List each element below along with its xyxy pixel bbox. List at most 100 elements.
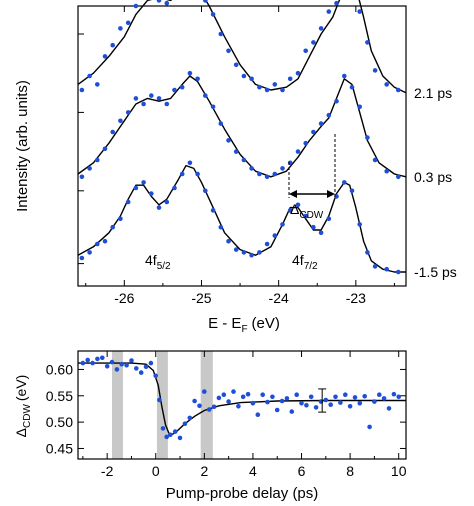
gap-data-point <box>250 400 256 406</box>
gap-y-tick-label: 0.60 <box>46 361 73 377</box>
spectra-data-point <box>241 250 247 255</box>
spectra-data-point <box>272 233 278 238</box>
spectra-data-point <box>249 76 254 82</box>
gap-x-tick-label: 0 <box>152 463 160 479</box>
peak-label-4f52: 4f5/2 <box>145 252 171 272</box>
spectra-data-point <box>133 3 139 9</box>
spectra-data-point <box>372 68 378 73</box>
gap-data-point <box>347 404 353 409</box>
gap-data-point <box>274 407 280 413</box>
spectra-x-tick-label: -24 <box>269 290 289 306</box>
gap-data-point <box>396 394 402 400</box>
spectra-data-point <box>241 157 247 163</box>
gap-data-point <box>202 389 207 394</box>
spectra-data-point <box>118 26 123 31</box>
gap-data-point <box>338 400 343 405</box>
spectra-data-point <box>118 118 123 124</box>
spectra-data-point <box>303 48 309 54</box>
spectra-data-point <box>79 87 85 93</box>
gap-data-point <box>85 357 90 363</box>
spectra-data-point <box>384 168 390 174</box>
spectra-data-point <box>133 96 139 101</box>
gap-data-point <box>206 407 212 412</box>
spectra-x-tick-label: -23 <box>346 290 366 306</box>
gap-data-point <box>109 359 115 365</box>
spectra-data-point <box>118 216 123 222</box>
shaded-delay-region <box>112 351 123 459</box>
spectra-data-point <box>79 255 85 261</box>
spectra-data-point <box>326 112 332 118</box>
pump-probe-shaded-regions <box>112 351 213 459</box>
spectra-data-point <box>311 40 316 45</box>
spectra-data-point <box>172 87 177 93</box>
spectra-data-point <box>133 185 139 191</box>
spectra-data-point <box>233 247 239 252</box>
spectra-data-point <box>102 54 108 59</box>
spectra-data-point <box>272 171 278 177</box>
spectra-panel: -26 -25 -24 -23 2.1 ps 0.3 ps -1.5 ps Intensi… <box>14 0 457 335</box>
spectra-data-point <box>287 76 293 82</box>
spectra-data-point <box>357 104 363 110</box>
gap-data-point <box>80 360 86 366</box>
spectra-data-point <box>233 62 239 68</box>
gap-data-point <box>245 391 251 397</box>
spectra-series-label: 0.3 ps <box>414 169 452 185</box>
gap-panel: -2 0 2 4 6 8 10 0.45 0.50 0.55 0.60 Pump-probe del… <box>13 350 407 502</box>
gap-data-point <box>304 403 309 408</box>
spectra-data-point <box>365 135 370 140</box>
gap-data-point <box>381 396 387 401</box>
gap-data-point <box>377 392 382 398</box>
gap-data-point <box>221 392 227 398</box>
gap-data-point <box>119 361 124 367</box>
gap-data-point <box>231 389 236 394</box>
spectra-data-point <box>365 250 370 255</box>
gap-data-point <box>352 395 358 400</box>
spectra-data-point <box>342 180 347 185</box>
spectra-data-point <box>396 269 401 275</box>
gap-data-point <box>299 400 304 406</box>
gap-data-point <box>192 398 197 404</box>
spectra-data-point <box>249 252 254 258</box>
gap-data-point <box>138 370 144 375</box>
spectra-data-point <box>179 84 185 90</box>
spectra-data-point <box>218 31 224 37</box>
spectra-data-point <box>264 174 270 180</box>
gap-data-point <box>386 406 392 411</box>
spectra-x-tick-label: -25 <box>191 290 211 306</box>
spectra-data-point <box>141 101 146 107</box>
spectra-x-label-main: E - E <box>208 315 241 332</box>
gap-x-tick-label: 8 <box>346 463 354 479</box>
spectra-data-point <box>357 9 363 14</box>
gap-data-point <box>104 364 110 369</box>
spectra-data-point <box>342 73 347 79</box>
gap-data-point <box>129 358 134 363</box>
spectra-x-label-unit: (eV) <box>252 315 280 332</box>
spectra-data-point <box>241 73 247 79</box>
spectra-data-point <box>203 93 208 98</box>
gap-data-point <box>114 367 120 372</box>
peak-label-4f72-main: 4f <box>292 252 304 268</box>
gap-y-label: ΔCDW (eV) <box>13 375 33 438</box>
gap-data-point <box>255 412 261 418</box>
spectra-data-point <box>233 149 239 154</box>
spectra-data-point <box>156 96 162 101</box>
spectra-data-point <box>295 149 301 154</box>
gap-y-label-sub: CDW <box>22 404 33 428</box>
spectra-data-point <box>287 208 293 213</box>
spectra-data-point <box>156 0 162 3</box>
shaded-delay-region <box>200 351 213 459</box>
gap-data-point <box>279 398 285 404</box>
spectra-data-point <box>257 84 262 90</box>
spectra-data-point <box>318 26 324 31</box>
gap-data-point <box>182 421 188 427</box>
spectra-series-label: 2.1 ps <box>414 85 452 101</box>
gap-data-point <box>148 360 154 366</box>
spectra-data-point <box>272 82 278 87</box>
gap-data-point <box>160 426 166 431</box>
spectra-data-point <box>195 171 200 177</box>
spectra-data-point <box>210 104 216 110</box>
gap-y-tick-label: 0.45 <box>46 440 73 456</box>
spectra-data-point <box>295 202 301 208</box>
spectra-data-point <box>334 0 339 6</box>
